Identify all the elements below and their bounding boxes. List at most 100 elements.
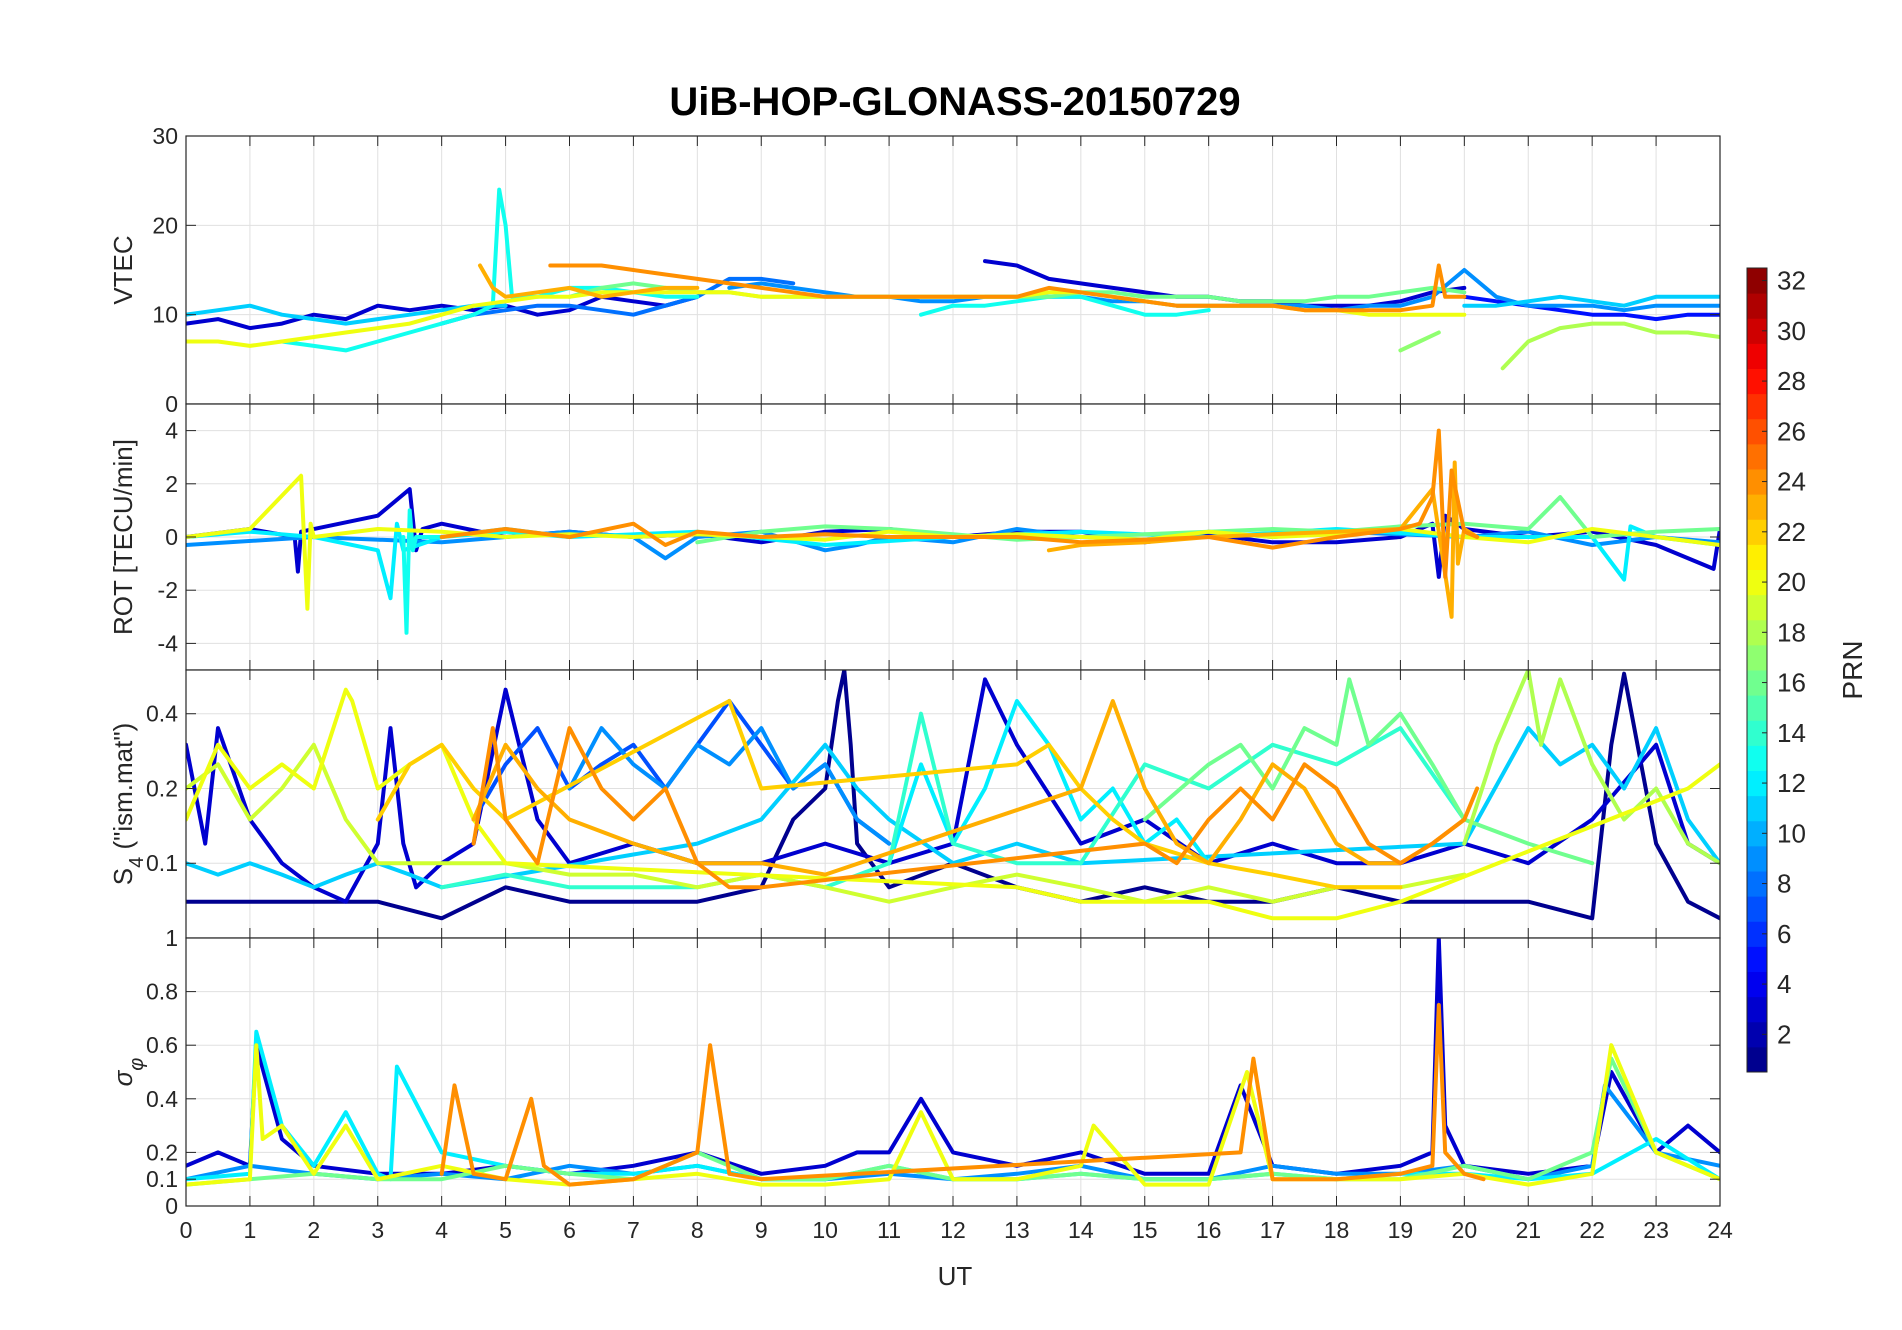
colorbar-segment [1747, 494, 1767, 520]
y-tick-label: 0.2 [146, 775, 178, 801]
colorbar-segment [1747, 795, 1767, 822]
y-tick-label: 0 [165, 524, 178, 550]
series-line-prn-18 [1500, 321, 1720, 371]
colorbar-segment [1747, 343, 1767, 369]
x-tick-label: 3 [371, 1217, 384, 1243]
colorbar-tick-label: 18 [1777, 617, 1806, 647]
series-group [186, 670, 1720, 921]
y-tick-label: 10 [152, 302, 178, 328]
colorbar-segment [1747, 418, 1767, 445]
y-tick-label: 0.4 [146, 1086, 178, 1112]
y-tick-label: 1 [165, 925, 178, 951]
x-tick-label: 11 [877, 1217, 901, 1243]
y-axis-label: σφ [108, 1058, 148, 1087]
colorbar-segment [1747, 619, 1767, 646]
y-tick-label: 0.2 [146, 1139, 178, 1165]
colorbar-segment [1747, 845, 1767, 872]
colorbar-segment [1747, 519, 1767, 545]
series-line-prn-11 [186, 726, 1720, 890]
colorbar-segment [1747, 946, 1767, 972]
x-tick-label: 1 [244, 1217, 257, 1243]
chart-title: UiB-HOP-GLONASS-20150729 [669, 80, 1240, 124]
series-line-prn-13 [401, 508, 572, 635]
series-line-prn-13 [279, 187, 700, 353]
colorbar-segment [1747, 443, 1767, 470]
colorbar-segment [1747, 1046, 1767, 1073]
x-tick-label: 23 [1643, 1217, 1669, 1243]
colorbar-segment [1747, 921, 1767, 947]
x-tick-label: 8 [691, 1217, 704, 1243]
colorbar-segment [1747, 871, 1767, 897]
series-line-prn-14 [439, 711, 1467, 890]
series-line-prn-11 [186, 303, 508, 326]
colorbar-tick-label: 8 [1777, 869, 1791, 899]
colorbar-segment [1747, 293, 1767, 319]
colorbar-segment [1747, 770, 1767, 797]
series-line-prn-13 [919, 294, 1211, 317]
y-tick-label: 0.8 [146, 979, 178, 1005]
x-tick-label: 9 [755, 1217, 768, 1243]
series-line-prn-24 [439, 1003, 1486, 1187]
panel-2: -4 -2 0 2 4 ROT [TECU/min] [108, 403, 1721, 671]
colorbar-segment [1747, 268, 1767, 294]
y-axis-label: S4 ("ism.mat") [108, 723, 148, 885]
x-tick-label: 7 [627, 1217, 640, 1243]
colorbar-tick-label: 6 [1777, 919, 1791, 949]
series-group [186, 938, 1720, 1187]
x-tick-label: 21 [1515, 1217, 1541, 1243]
colorbar-tick-label: 22 [1777, 517, 1806, 547]
x-tick-label: 10 [812, 1217, 838, 1243]
colorbar-tick-label: 14 [1777, 718, 1806, 748]
x-tick-label: 24 [1707, 1217, 1733, 1243]
x-tick-label: 5 [499, 1217, 512, 1243]
y-tick-label: 4 [165, 418, 178, 444]
series-line-prn-18 [1462, 670, 1720, 866]
series-group [186, 428, 1720, 635]
series-line-prn-24 [439, 428, 1480, 579]
colorbar-segment [1747, 393, 1767, 420]
x-tick-label: 16 [1196, 1217, 1222, 1243]
x-tick-label: 20 [1452, 1217, 1478, 1243]
colorbar-segment [1747, 720, 1767, 746]
colorbar-tick-label: 26 [1777, 416, 1806, 446]
colorbar-tick-label: 20 [1777, 567, 1806, 597]
x-tick-label: 6 [563, 1217, 576, 1243]
series-line-prn-22 [375, 699, 1403, 890]
series-line-prn-23 [471, 699, 1467, 877]
colorbar-segment [1747, 368, 1767, 395]
colorbar-segment [1747, 569, 1767, 596]
colorbar-segment [1747, 318, 1767, 344]
colorbar-tick-label: 30 [1777, 316, 1806, 346]
x-tick-label: 14 [1068, 1217, 1094, 1243]
x-tick-label: 22 [1579, 1217, 1605, 1243]
y-tick-label: 0.4 [146, 701, 178, 727]
series-line-prn-23 [478, 263, 700, 299]
y-axis-label: VTEC [108, 235, 138, 304]
series-line-prn-11 [1462, 294, 1720, 308]
x-axis-label: UT [938, 1261, 973, 1291]
series-line-prn-3 [186, 294, 700, 331]
x-tick-label: 15 [1132, 1217, 1158, 1243]
colorbar-segment [1747, 670, 1767, 696]
series-line-prn-24 [548, 263, 1467, 313]
colorbar-segment [1747, 544, 1767, 570]
colorbar-tick-label: 2 [1777, 1019, 1791, 1049]
x-tick-label: 12 [940, 1217, 966, 1243]
y-tick-label: 0.1 [146, 1166, 178, 1192]
colorbar-segment [1747, 896, 1767, 922]
x-tick-label: 19 [1388, 1217, 1414, 1243]
series-line-prn-1 [186, 670, 1720, 921]
y-tick-label: 2 [165, 471, 178, 497]
series-line-prn-16 [695, 495, 1720, 545]
series-line-prn-24 [471, 726, 1480, 890]
colorbar-segment [1747, 469, 1767, 495]
x-tick-label: 13 [1004, 1217, 1030, 1243]
colorbar-segment [1747, 745, 1767, 771]
y-tick-label: 0.6 [146, 1032, 178, 1058]
y-tick-label: 0 [165, 391, 178, 417]
series-line-prn-20 [186, 1043, 1720, 1187]
colorbar-tick-label: 24 [1777, 467, 1806, 497]
colorbar-segment [1747, 971, 1767, 998]
